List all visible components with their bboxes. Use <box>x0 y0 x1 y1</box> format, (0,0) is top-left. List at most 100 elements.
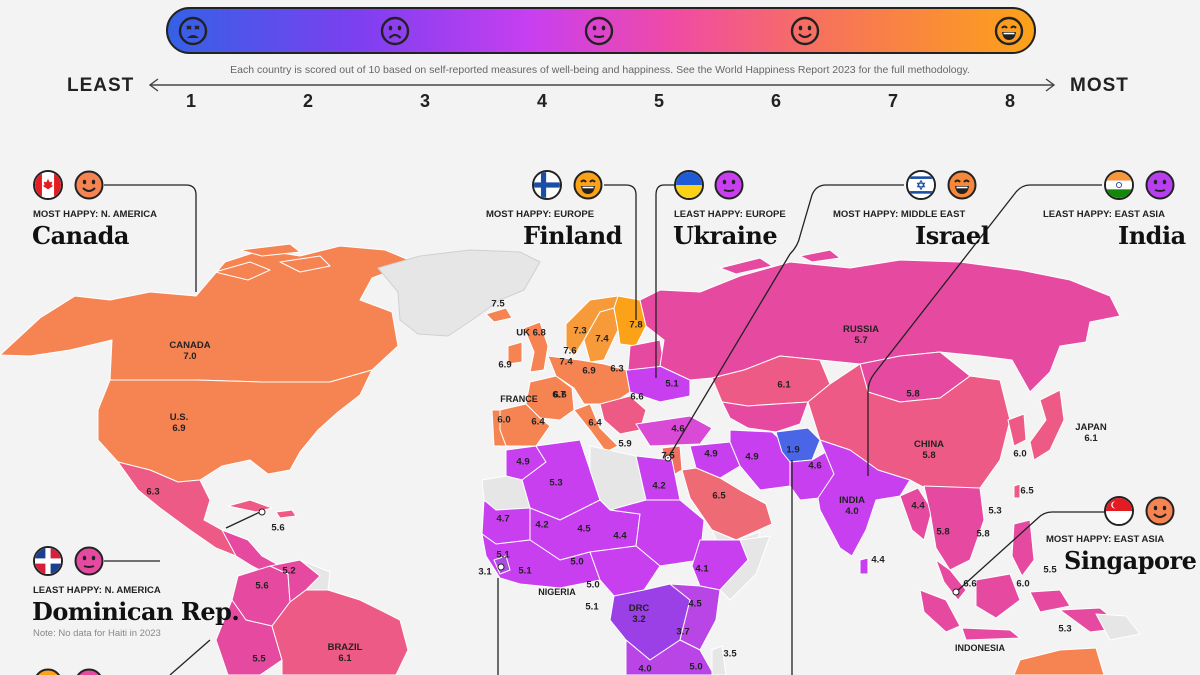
label-india: INDIA 4.0 <box>839 495 865 518</box>
label-india-value: 4.0 <box>845 506 859 517</box>
label-canada: CANADA 7.0 <box>169 340 211 363</box>
scale-tick-1: 1 <box>185 91 196 111</box>
callout-india-country: India <box>1118 221 1186 250</box>
region-australia <box>1013 647 1105 675</box>
region-italy <box>573 403 619 453</box>
label-caribbean: 5.6 <box>271 522 285 534</box>
label-egypt: 4.2 <box>652 480 666 492</box>
region-srilanka <box>859 557 869 575</box>
label-mauritania: 4.7 <box>496 513 510 525</box>
canada-flag-icon <box>33 170 63 200</box>
label-ukraine: 5.1 <box>665 378 679 390</box>
region-portugal <box>491 409 507 447</box>
smile-face-icon <box>1145 496 1175 526</box>
india-flag-icon <box>1104 170 1134 200</box>
dominican-flag-icon <box>33 546 63 576</box>
label-china-value: 5.8 <box>922 450 936 461</box>
label-nigeria-value: 5.0 <box>570 556 584 568</box>
very-sad-face-icon <box>178 16 208 46</box>
label-zambia: 5.0 <box>689 661 703 673</box>
region-canada-islands <box>214 243 331 281</box>
scale-tick-2: 2 <box>302 91 313 111</box>
label-switzerland: 6.7 <box>552 389 566 401</box>
label-mongolia: 5.8 <box>906 388 920 400</box>
cut-off-face-icon <box>74 668 104 675</box>
region-greenland <box>377 249 541 337</box>
label-ireland: 6.9 <box>498 359 512 371</box>
region-borneo <box>975 573 1021 619</box>
label-poland: 6.3 <box>610 363 624 375</box>
region-uk <box>523 321 549 373</box>
cut-off-flag-icon <box>33 668 63 675</box>
label-srilanka: 4.4 <box>871 554 885 566</box>
scale-most-label: MOST <box>1066 75 1129 97</box>
label-peru: 5.5 <box>252 653 266 665</box>
singapore-flag-icon <box>1104 496 1134 526</box>
label-guinea: 5.1 <box>496 549 510 561</box>
region-brazil <box>271 589 409 675</box>
region-peru <box>215 599 283 675</box>
label-sierraleone: 3.1 <box>478 566 492 578</box>
label-korea: 6.0 <box>1013 448 1027 460</box>
label-greenland: 7.5 <box>491 298 505 310</box>
label-cambodia: 5.8 <box>976 528 990 540</box>
label-cameroon: 5.0 <box>586 579 600 591</box>
label-portugal: 6.0 <box>497 414 511 426</box>
label-tanzania: 3.7 <box>676 626 690 638</box>
neutral-face-icon <box>1145 170 1175 200</box>
region-turkey <box>635 415 713 447</box>
scale-tick-5: 5 <box>653 91 664 111</box>
label-niger: 4.5 <box>577 523 591 535</box>
scale-least-label: LEAST <box>67 75 139 97</box>
label-afghanistan: 1.9 <box>786 444 800 456</box>
region-myanmar <box>899 487 933 541</box>
region-ireland <box>507 341 523 365</box>
region-png <box>1095 613 1141 641</box>
methodology-note: Each country is scored out of 10 based o… <box>230 64 970 76</box>
label-uk-name: UK <box>516 327 530 339</box>
smile-face-icon <box>74 170 104 200</box>
scale-arrow <box>148 78 1056 92</box>
callout-dominican-note: Note: No data for Haiti in 2023 <box>33 628 161 639</box>
label-drc-value: 3.2 <box>632 614 646 625</box>
label-canada-name: CANADA <box>169 340 211 352</box>
label-brazil: BRAZIL 6.1 <box>327 642 363 665</box>
leader-canada <box>104 184 197 292</box>
label-gabon: 5.1 <box>585 601 599 613</box>
region-japan <box>1029 389 1065 461</box>
smile-face-icon <box>790 16 820 46</box>
sad-face-icon <box>380 16 410 46</box>
region-taiwan <box>1013 483 1021 499</box>
label-iran: 4.9 <box>745 451 759 463</box>
region-iran <box>729 429 795 491</box>
label-us: U.S. 6.9 <box>170 412 188 435</box>
label-saudi: 6.5 <box>712 490 726 502</box>
label-brazil-name: BRAZIL <box>327 642 363 654</box>
label-norway: 7.3 <box>573 325 587 337</box>
callout-dominican-country: Dominican Rep. <box>32 597 240 626</box>
label-brazil-value: 6.1 <box>338 653 352 664</box>
label-france-value: 6.6 <box>553 389 567 401</box>
label-ethiopia: 4.1 <box>695 563 709 575</box>
region-russia-islands <box>719 249 841 275</box>
label-ivorycoast: 5.1 <box>518 565 532 577</box>
neutral-face-icon <box>714 170 744 200</box>
label-greece: 5.9 <box>618 438 632 450</box>
callout-india-category: LEAST HAPPY: EAST ASIA <box>1043 209 1165 220</box>
label-russia-value: 5.7 <box>854 335 868 346</box>
label-chad: 4.4 <box>613 530 627 542</box>
leader-dominican <box>104 511 261 562</box>
label-uk: UK 6.8 <box>516 327 546 340</box>
label-mexico: 6.3 <box>146 486 160 498</box>
label-italy: 6.4 <box>588 417 602 429</box>
scale-tick-4: 4 <box>536 91 547 111</box>
neutral-face-icon <box>74 546 104 576</box>
callout-singapore-category: MOST HAPPY: EAST ASIA <box>1046 534 1165 545</box>
grin-face-icon <box>573 170 603 200</box>
label-malaysia: 6.0 <box>1016 578 1030 590</box>
label-nigeria-name: NIGERIA <box>538 587 576 597</box>
label-lebanon: 7.5 <box>661 450 675 462</box>
label-russia: RUSSIA 5.7 <box>843 324 879 347</box>
label-japan-name: JAPAN <box>1075 422 1107 434</box>
